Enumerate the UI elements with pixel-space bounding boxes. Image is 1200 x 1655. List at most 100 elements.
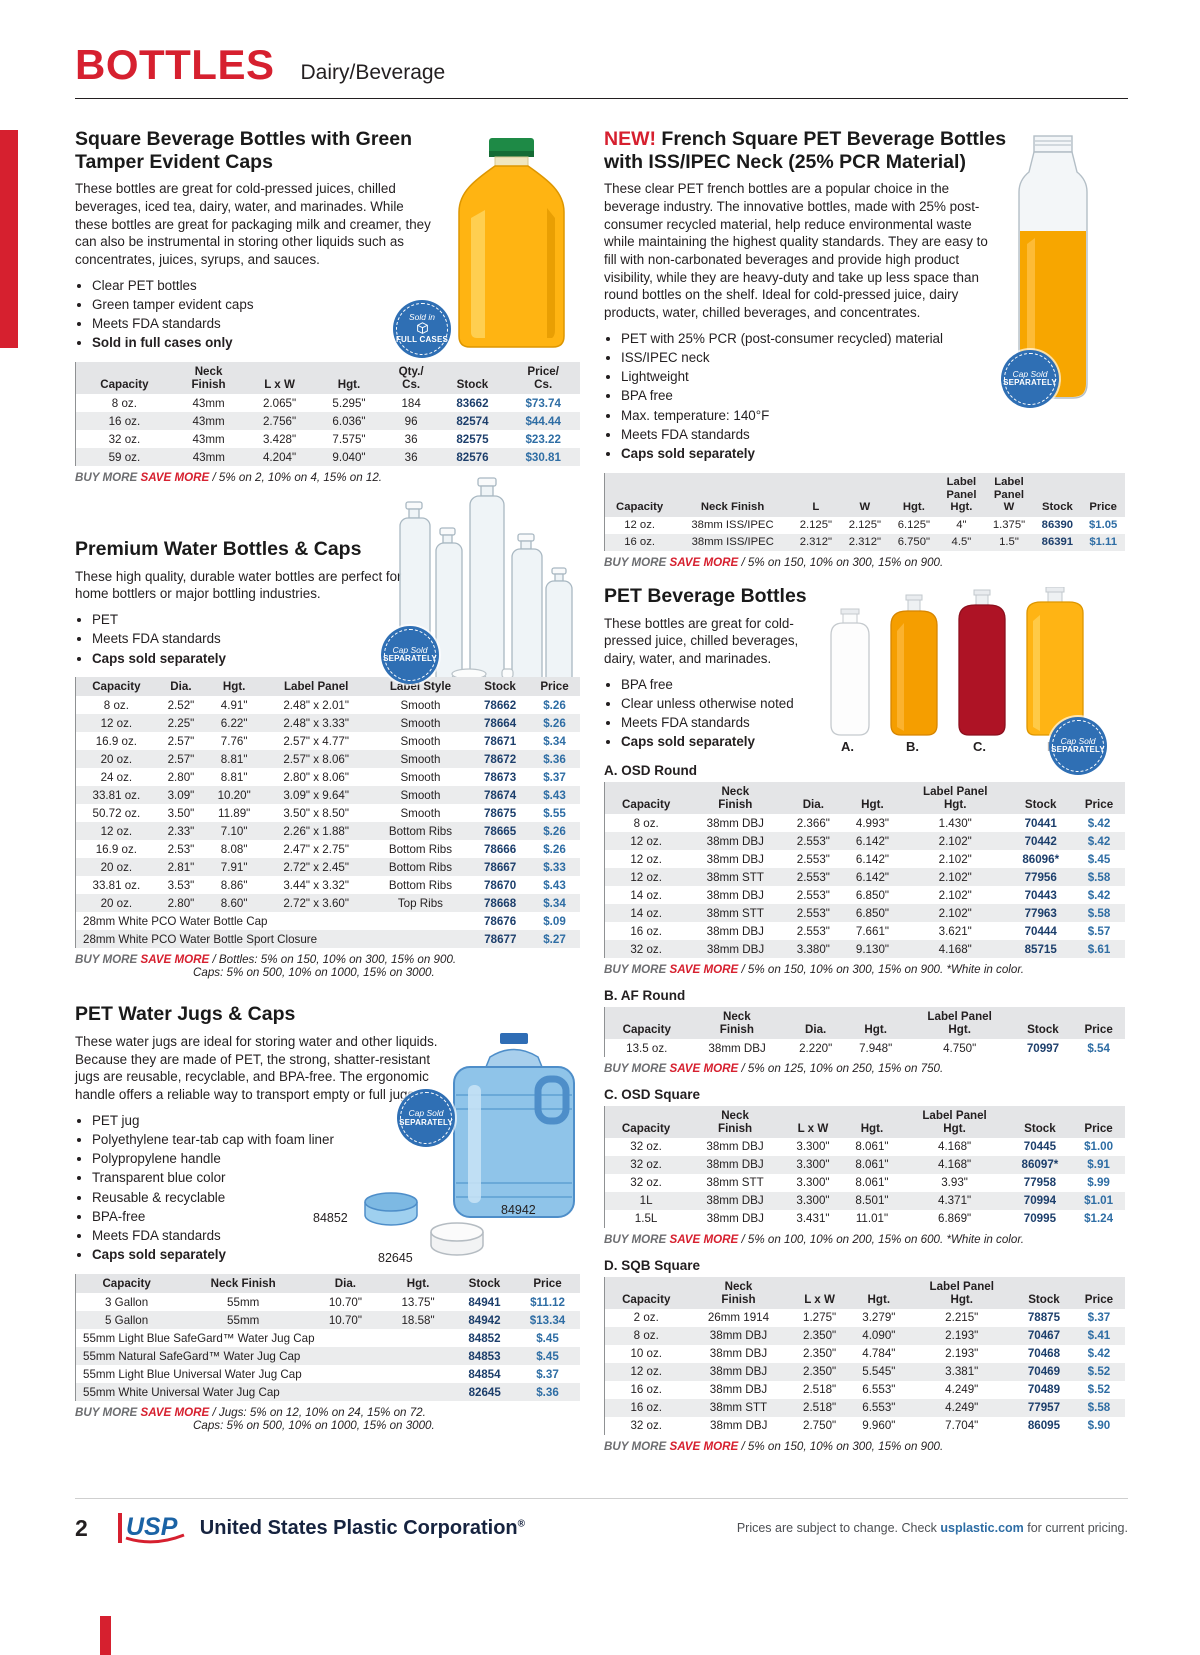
table-row: 32 oz. 38mm DBJ 3.300" 8.061" 4.168" 704… (604, 1137, 1125, 1156)
cell-price: $.91 (1072, 1155, 1125, 1174)
cell-neck-finish: 38mm ISS/IPEC (674, 516, 792, 534)
table-row: 20 oz. 2.57" 8.81" 2.57" x 8.06" Smooth … (75, 750, 580, 769)
badge-line: SEPARATELY (399, 1117, 453, 1127)
cell-length: 2.125" (791, 516, 841, 534)
column-header: Price (1072, 1276, 1125, 1309)
column-header: Label Panel Hgt. (902, 782, 1009, 815)
feature-item: Transparent blue color (92, 1170, 405, 1187)
blue-jug-cap-image (361, 1189, 421, 1234)
section-pet-beverage-bottles: PET Beverage Bottles These bottles are g… (604, 585, 1125, 1453)
cell-label-panel-height: 3.93" (901, 1173, 1008, 1192)
cell-price: $.52 (1072, 1362, 1125, 1381)
cell-capacity: 8 oz. (75, 696, 157, 715)
badge-line: Sold in (409, 311, 435, 322)
cell-stock-number: 86095 (1015, 1416, 1073, 1435)
cell-diameter: 2.80" (156, 768, 206, 787)
page-subtitle: Dairy/Beverage (300, 61, 446, 84)
cell-capacity: 8 oz. (604, 1326, 688, 1345)
cell-price: $.09 (529, 912, 580, 931)
savings-text: / 5% on 100, 10% on 200, 15% on 600. *Wh… (741, 1232, 1024, 1246)
cell-height: 13.75" (381, 1293, 455, 1312)
cell-capacity: 59 oz. (75, 448, 173, 467)
left-column: Square Beverage Bottles with Green Tampe… (75, 128, 580, 1453)
usp-logo-icon: USP (117, 1513, 185, 1544)
buy-more-save-more-note: BUY MORE SAVE MORE / Bottles: 5% on 150,… (75, 953, 580, 966)
table-body: 8 oz. 2.52" 4.91" 2.48" x 2.01" Smooth 7… (75, 696, 580, 949)
cell-capacity: 1.5L (604, 1209, 688, 1228)
cell-height: 6.142" (842, 832, 903, 851)
cell-height: 8.501" (842, 1191, 902, 1210)
cell-length-width: 3.300" (783, 1191, 843, 1210)
cell-label-panel-height: 3.381" (908, 1362, 1016, 1381)
cell-capacity: 16 oz. (604, 1398, 688, 1417)
cell-length-width: 3.300" (783, 1137, 843, 1156)
cell-height: 8.60" (205, 894, 264, 913)
usplastic-link[interactable]: usplastic.com (940, 1521, 1024, 1535)
cell-capacity: 16 oz. (604, 922, 688, 941)
cell-price: $.34 (529, 894, 580, 913)
bottle-label-a: A. (841, 738, 854, 754)
table-row: 33.81 oz. 3.53" 8.86" 3.44" x 3.32" Bott… (75, 876, 580, 895)
cell-label-panel-height: 4.249" (908, 1398, 1016, 1417)
table-row: 12 oz. 2.25" 6.22" 2.48" x 3.33" Smooth … (75, 714, 580, 733)
column-header: Price (1081, 472, 1125, 517)
cell-stock-number: 82575 (438, 430, 507, 449)
cell-height: 4.993" (842, 814, 903, 833)
company-name-text: United States Plastic Corporation (199, 1516, 518, 1539)
column-header: Price (1072, 1106, 1125, 1138)
column-header: Stock (438, 362, 507, 395)
cell-length-width: 3.431" (783, 1209, 843, 1228)
cell-label-style: Smooth (369, 750, 472, 769)
column-header: Label Panel W (984, 472, 1034, 517)
table-body: 12 oz. 38mm ISS/IPEC 2.125" 2.125" 6.125… (604, 516, 1125, 551)
column-header: L x W (783, 1106, 843, 1138)
cell-stock-number: 86391 (1033, 533, 1082, 551)
cell-height: 8.86" (205, 876, 264, 895)
badge-line: Cap Sold (408, 1108, 444, 1119)
square-bottles-table: Capacity Neck Finish L x W Hgt. Qty./ Cs. Sto… (75, 362, 580, 467)
cell-stock-number: 78668 (471, 894, 530, 913)
column-header: Capacity (604, 1106, 688, 1138)
cell-height: 9.130" (842, 940, 903, 959)
column-header: Capacity (604, 782, 688, 815)
buy-more-save-more-note: BUY MORE SAVE MORE / 5% on 150, 10% on 3… (604, 963, 1125, 976)
column-header: Label Panel (263, 677, 370, 697)
cell-label-style: Smooth (369, 696, 472, 715)
cell-stock-number: 84853 (454, 1347, 516, 1366)
cell-neck-finish: 38mm DBJ (687, 850, 784, 869)
cell-height: 6.125" (889, 516, 939, 534)
cell-stock-number: 70995 (1007, 1209, 1073, 1228)
table-row: 24 oz. 2.80" 8.81" 2.80" x 8.06" Smooth … (75, 768, 580, 787)
cell-label-panel: 2.72" x 2.45" (263, 858, 370, 877)
save-more-label: SAVE MORE (669, 1062, 739, 1075)
cell-capacity: 20 oz. (75, 858, 157, 877)
feature-item: PET (92, 612, 405, 629)
cell-cap-description: 55mm Light Blue SafeGard™ Water Jug Cap (75, 1329, 455, 1348)
feature-item: BPA free (621, 677, 822, 694)
cell-price: $44.44 (506, 412, 580, 431)
buy-more-label: BUY MORE (75, 1406, 138, 1420)
feature-item-bold: Caps sold separately (92, 651, 405, 668)
pricing-note: Prices are subject to change. Check uspl… (737, 1521, 1128, 1535)
badge-line: FULL CASES (395, 335, 449, 345)
buy-more-save-more-note: BUY MORE SAVE MORE / 5% on 100, 10% on 2… (604, 1233, 1125, 1246)
feature-item: Clear unless otherwise noted (621, 696, 822, 713)
cell-diameter: 2.553" (783, 868, 843, 887)
badge-line: SEPARATELY (1051, 745, 1105, 755)
table-header-row: Capacity Neck Finish L x W Hgt. Qty./ Cs. Sto… (75, 362, 580, 395)
cell-price: $.26 (529, 696, 580, 715)
table-row: 50.72 oz. 3.50" 11.89" 3.50" x 8.50" Smo… (75, 804, 580, 823)
cell-length-width: 1.275" (789, 1308, 850, 1327)
section-title: PET Water Jugs & Caps (75, 1003, 296, 1026)
cell-stock-number: 78875 (1015, 1308, 1073, 1327)
table-row: 10 oz. 38mm DBJ 2.350" 4.784" 2.193" 704… (604, 1344, 1125, 1363)
cell-label-panel: 2.72" x 3.60" (263, 894, 370, 913)
cell-neck-finish: 38mm DBJ (687, 1380, 790, 1399)
french-square-table: Capacity Neck Finish L W Hgt. Label Panel Hgt… (604, 472, 1125, 551)
table-row: 16 oz. 38mm DBJ 2.553" 7.661" 3.621" 704… (604, 922, 1125, 941)
cell-cap-description: 28mm White PCO Water Bottle Cap (75, 912, 472, 931)
cell-label-panel-height: 1.430" (902, 814, 1009, 833)
cell-stock-number: 70443 (1008, 886, 1074, 905)
save-more-label: SAVE MORE (140, 471, 210, 485)
